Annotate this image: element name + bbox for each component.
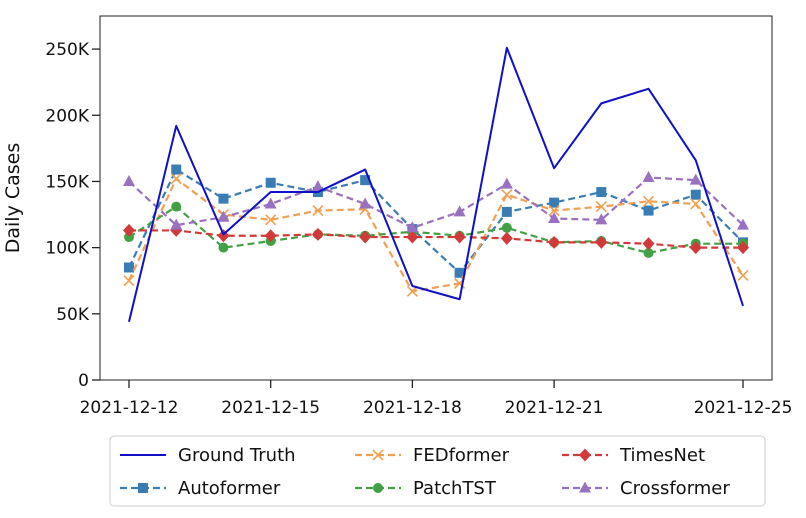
data-point xyxy=(453,230,466,244)
legend-label: FEDformer xyxy=(413,445,510,466)
data-point xyxy=(690,198,702,210)
x-tick-label: 2021-12-25 xyxy=(694,398,793,418)
data-point xyxy=(406,221,419,233)
legend-item-fedformer: FEDformer xyxy=(355,445,510,466)
x-tick-label: 2021-12-12 xyxy=(80,398,179,418)
legend-label: PatchTST xyxy=(413,478,497,499)
y-tick-label: 250K xyxy=(45,40,89,60)
data-point xyxy=(311,180,324,192)
x-tick-label: 2021-12-18 xyxy=(363,398,462,418)
data-point xyxy=(737,269,749,281)
data-point xyxy=(690,189,701,200)
legend-label: Crossformer xyxy=(620,478,730,499)
y-tick-label: 50K xyxy=(56,305,90,325)
legend-label: TimesNet xyxy=(619,445,705,466)
data-point xyxy=(311,227,324,241)
y-tick-label: 200K xyxy=(45,106,89,126)
y-tick-label: 0 xyxy=(78,371,89,391)
legend-item-crossformer: Crossformer xyxy=(562,478,730,499)
y-tick-label: 150K xyxy=(45,172,89,192)
series-line-patchtst xyxy=(128,205,743,255)
legend-marker xyxy=(579,448,591,462)
legend: Ground Truth Autoformer FEDformer PatchTST T… xyxy=(109,435,766,507)
data-point xyxy=(217,210,230,222)
series-fedformer xyxy=(123,173,749,297)
plot-frame xyxy=(99,15,773,381)
data-point xyxy=(265,177,276,188)
legend-marker xyxy=(373,483,383,493)
y-axis-label: Daily Cases xyxy=(2,143,24,254)
data-point xyxy=(642,170,655,182)
data-point xyxy=(595,201,607,213)
data-point xyxy=(549,197,560,208)
legend-marker xyxy=(579,481,591,493)
x-tick-label: 2021-12-15 xyxy=(221,398,320,418)
data-point xyxy=(596,187,607,198)
series-ground-truth xyxy=(128,46,744,322)
data-point xyxy=(689,173,702,185)
data-point xyxy=(406,230,419,244)
data-point xyxy=(595,213,608,225)
data-point xyxy=(595,235,608,249)
data-point xyxy=(360,175,371,186)
y-tick-label: 100K xyxy=(45,239,89,259)
data-point xyxy=(737,241,749,255)
legend-item-ground-truth: Ground Truth xyxy=(120,445,296,466)
data-point xyxy=(218,193,229,204)
data-point xyxy=(689,241,702,255)
data-point xyxy=(500,177,513,189)
data-point xyxy=(124,262,134,273)
data-point xyxy=(264,229,277,243)
data-point xyxy=(264,197,277,209)
legend-label: Ground Truth xyxy=(178,445,296,466)
data-point xyxy=(123,174,135,186)
data-point xyxy=(218,242,229,253)
data-point xyxy=(500,231,513,245)
data-point xyxy=(642,237,655,251)
data-point xyxy=(501,189,513,201)
data-point xyxy=(548,212,561,224)
data-point xyxy=(359,197,372,209)
legend-item-autoformer: Autoformer xyxy=(120,478,281,499)
data-point xyxy=(171,201,182,212)
data-point xyxy=(454,267,465,278)
series-line-ground-truth xyxy=(128,46,744,322)
data-point xyxy=(501,206,512,217)
data-point xyxy=(737,218,749,230)
data-point xyxy=(501,222,512,233)
x-tick-label: 2021-12-21 xyxy=(505,398,604,418)
legend-label: Autoformer xyxy=(178,478,281,499)
series-line-fedformer xyxy=(128,177,744,293)
axes-layer: 0 50K 100K 150K 200K 250K 2021-12-12 2021-12-15… xyxy=(45,40,792,418)
data-point xyxy=(359,230,372,244)
data-point xyxy=(170,218,183,230)
series-timesnet xyxy=(123,223,749,255)
legend-item-timesnet: TimesNet xyxy=(562,445,705,466)
data-point xyxy=(312,205,324,217)
data-point xyxy=(170,173,182,185)
data-point xyxy=(265,214,277,226)
data-point xyxy=(643,247,654,258)
series-line-crossformer xyxy=(128,176,744,229)
series-layer xyxy=(123,46,749,322)
legend-item-patchtst: PatchTST xyxy=(355,478,497,499)
data-point xyxy=(453,205,466,217)
legend-marker xyxy=(372,449,384,461)
legend-marker xyxy=(138,483,148,493)
data-point xyxy=(548,235,561,249)
data-point xyxy=(642,195,655,207)
data-point xyxy=(123,275,135,287)
plot-area xyxy=(99,15,773,381)
data-point xyxy=(643,205,654,216)
data-point xyxy=(124,232,134,243)
series-crossformer xyxy=(123,170,749,233)
series-line-timesnet xyxy=(129,229,743,249)
series-line-autoformer xyxy=(128,168,744,274)
data-point xyxy=(123,223,135,237)
data-point xyxy=(171,164,182,175)
data-point xyxy=(548,205,560,217)
